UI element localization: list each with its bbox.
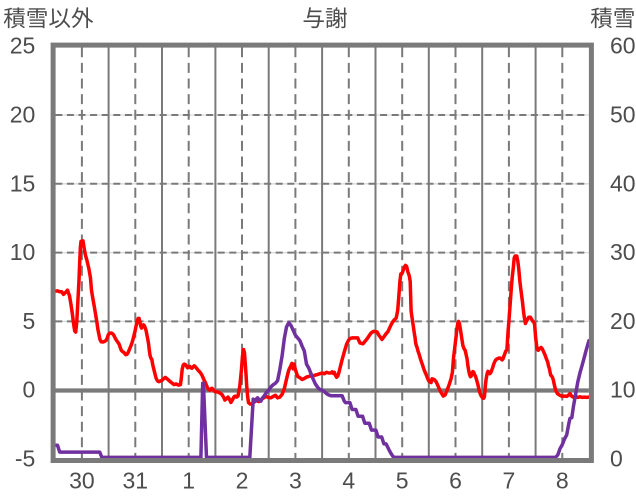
svg-text:1: 1 (182, 467, 195, 493)
svg-text:6: 6 (449, 467, 462, 493)
svg-text:15: 15 (10, 170, 36, 196)
svg-text:4: 4 (342, 467, 355, 493)
svg-text:40: 40 (610, 170, 636, 196)
svg-text:5: 5 (396, 467, 409, 493)
svg-text:31: 31 (123, 467, 149, 493)
svg-text:5: 5 (23, 308, 36, 334)
svg-text:30: 30 (69, 467, 95, 493)
svg-text:60: 60 (610, 33, 636, 59)
svg-text:50: 50 (610, 102, 636, 128)
svg-text:20: 20 (10, 102, 36, 128)
svg-text:20: 20 (610, 308, 636, 334)
svg-text:0: 0 (610, 446, 623, 472)
svg-text:0: 0 (23, 377, 36, 403)
svg-text:10: 10 (610, 377, 636, 403)
svg-text:30: 30 (610, 239, 636, 265)
svg-text:7: 7 (503, 467, 516, 493)
svg-text:8: 8 (556, 467, 569, 493)
svg-text:-5: -5 (15, 446, 35, 472)
svg-text:2: 2 (236, 467, 249, 493)
svg-text:3: 3 (289, 467, 302, 493)
svg-text:10: 10 (10, 239, 36, 265)
svg-text:25: 25 (10, 33, 36, 59)
